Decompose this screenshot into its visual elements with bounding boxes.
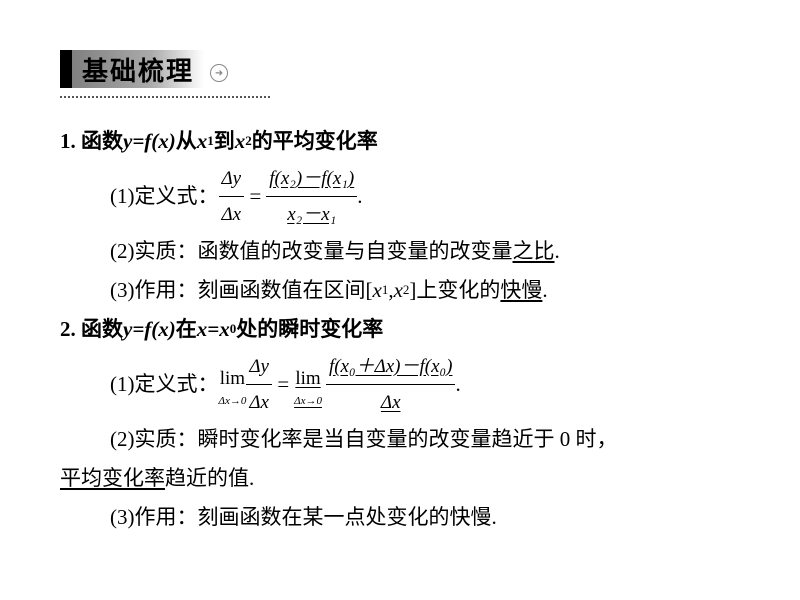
text: 从 [176, 122, 197, 161]
underline-text: 之比 [513, 239, 555, 263]
formula: y=f(x) [123, 122, 176, 161]
content: 1. 函数 y=f(x) 从 x1 到 x2 的平均变化率 (1)定义式： Δy… [60, 122, 740, 536]
section1-heading: 1. 函数 y=f(x) 从 x1 到 x2 的平均变化率 [60, 122, 740, 161]
numerator: f(x₂)－f(x₁) [266, 161, 357, 197]
period: . [455, 365, 460, 404]
text: (2)实质：函数值的改变量与自变量的改变量 [110, 239, 513, 263]
equals: = [248, 177, 262, 216]
underline-text: 平均变化率 [60, 466, 165, 490]
dotted-underline [60, 96, 270, 98]
var-x1: x [197, 122, 208, 161]
label: (1)定义式： [110, 177, 219, 216]
lim-top: lim [294, 361, 322, 396]
text: 1. 函数 [60, 122, 123, 161]
lim-bot: Δx→0 [219, 396, 247, 407]
text: (2)实质：瞬时变化率是当自变量的改变量趋近于 0 时， [110, 427, 617, 451]
text: ]上变化的 [409, 271, 500, 310]
var: x [372, 271, 381, 310]
var-x2: x [235, 122, 246, 161]
text: 的平均变化率 [252, 122, 378, 161]
arrow-icon: ➜ [210, 64, 228, 82]
text: 2. 函数 [60, 310, 123, 349]
numerator: Δy [219, 161, 245, 197]
fraction: Δy Δx [219, 161, 245, 232]
equals: = [276, 365, 290, 404]
var: x=x [197, 310, 230, 349]
section2-heading: 2. 函数 y=f(x) 在 x=x0 处的瞬时变化率 [60, 310, 740, 349]
fraction-underlined: f(x₀＋Δx)－f(x₀) Δx [326, 349, 456, 420]
fraction: Δy Δx [246, 349, 272, 420]
section2-item3: (3)作用：刻画函数在某一点处变化的快慢. [60, 498, 740, 537]
text: (3)作用：刻画函数值在区间[ [110, 271, 372, 310]
text: 在 [176, 310, 197, 349]
text: 处的瞬时变化率 [236, 310, 383, 349]
title-box: 基础梳理 [72, 50, 204, 88]
section2-item2-line2: 平均变化率趋近的值. [60, 459, 740, 498]
numerator: f(x₀＋Δx)－f(x₀) [326, 349, 456, 385]
period: . [357, 177, 362, 216]
lim-top: lim [219, 361, 247, 396]
denominator: Δx [219, 197, 245, 232]
title-text: 基础梳理 [82, 51, 194, 88]
section1-item3: (3)作用：刻画函数值在区间[x1,x2]上变化的快慢. [60, 271, 740, 310]
section1-item1: (1)定义式： Δy Δx = f(x₂)－f(x₁) x₂－x₁ . [60, 161, 740, 232]
text: (3)作用：刻画函数在某一点处变化的快慢. [110, 505, 497, 529]
lim-bot: Δx→0 [294, 396, 322, 407]
text: . [555, 239, 560, 263]
denominator: Δx [326, 385, 456, 420]
section-header: 基础梳理 ➜ [60, 50, 740, 88]
section2-item1: (1)定义式： lim Δx→0 Δy Δx = lim Δx→0 f(x₀＋Δ… [60, 349, 740, 420]
underline-text: 快慢 [500, 271, 542, 310]
limit-underlined: lim Δx→0 [294, 361, 322, 407]
fraction-underlined: f(x₂)－f(x₁) x₂－x₁ [266, 161, 357, 232]
label: (1)定义式： [110, 365, 219, 404]
denominator: x₂－x₁ [266, 197, 357, 232]
section2-item2-line1: (2)实质：瞬时变化率是当自变量的改变量趋近于 0 时， [60, 420, 740, 459]
header-bar [60, 50, 72, 88]
limit: lim Δx→0 [219, 361, 247, 407]
text: 趋近的值. [165, 466, 254, 490]
section1-item2: (2)实质：函数值的改变量与自变量的改变量之比. [60, 232, 740, 271]
text: 到 [214, 122, 235, 161]
formula: y=f(x) [123, 310, 176, 349]
numerator: Δy [246, 349, 272, 385]
var: x [394, 271, 403, 310]
text: . [542, 271, 547, 310]
denominator: Δx [246, 385, 272, 420]
